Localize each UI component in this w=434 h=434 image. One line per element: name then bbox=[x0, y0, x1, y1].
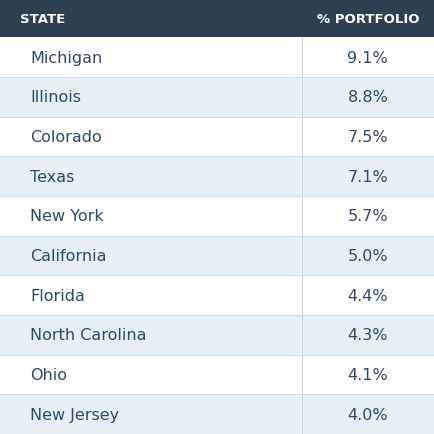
Bar bbox=[0, 315, 434, 355]
Bar bbox=[0, 78, 434, 117]
Text: 4.4%: 4.4% bbox=[348, 288, 388, 303]
Text: Texas: Texas bbox=[30, 169, 75, 184]
Text: 5.0%: 5.0% bbox=[348, 248, 388, 263]
Text: New Jersey: New Jersey bbox=[30, 407, 119, 422]
Text: 4.1%: 4.1% bbox=[348, 367, 388, 382]
Text: Ohio: Ohio bbox=[30, 367, 67, 382]
Text: 4.3%: 4.3% bbox=[348, 328, 388, 342]
Bar bbox=[0, 276, 434, 315]
Bar bbox=[0, 157, 434, 197]
Bar bbox=[0, 355, 434, 395]
Text: 8.8%: 8.8% bbox=[347, 90, 388, 105]
Text: 7.1%: 7.1% bbox=[348, 169, 388, 184]
Text: North Carolina: North Carolina bbox=[30, 328, 147, 342]
Text: 9.1%: 9.1% bbox=[348, 50, 388, 66]
Text: California: California bbox=[30, 248, 107, 263]
Text: New York: New York bbox=[30, 209, 104, 224]
Text: STATE: STATE bbox=[20, 13, 65, 26]
Text: Michigan: Michigan bbox=[30, 50, 102, 66]
Text: % PORTFOLIO: % PORTFOLIO bbox=[316, 13, 419, 26]
Text: Colorado: Colorado bbox=[30, 130, 102, 145]
Text: Illinois: Illinois bbox=[30, 90, 82, 105]
Bar bbox=[0, 197, 434, 236]
Bar bbox=[0, 38, 434, 78]
Bar bbox=[0, 117, 434, 157]
Text: 7.5%: 7.5% bbox=[348, 130, 388, 145]
Bar bbox=[0, 395, 434, 434]
Text: 4.0%: 4.0% bbox=[348, 407, 388, 422]
Text: Florida: Florida bbox=[30, 288, 85, 303]
Text: 5.7%: 5.7% bbox=[348, 209, 388, 224]
Bar bbox=[0, 0, 434, 38]
Bar bbox=[0, 236, 434, 276]
